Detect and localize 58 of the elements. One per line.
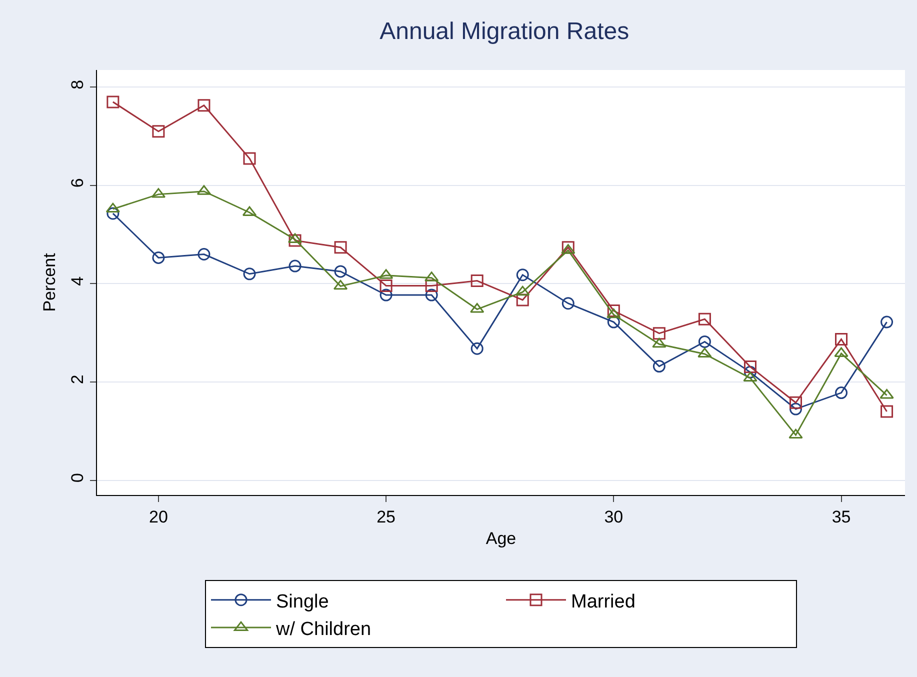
point <box>380 279 392 292</box>
y-tick-label: 4 <box>68 276 88 286</box>
y-tick-label: 8 <box>68 80 88 90</box>
point <box>152 251 165 264</box>
y-tick-label: 2 <box>68 374 88 384</box>
point <box>743 372 758 382</box>
point <box>425 279 438 292</box>
point <box>606 308 621 318</box>
point <box>880 405 894 418</box>
point <box>607 304 620 317</box>
legend-label: Married <box>571 591 636 612</box>
point <box>152 125 165 138</box>
point <box>470 274 484 288</box>
point <box>652 360 666 373</box>
point <box>744 360 756 374</box>
point <box>790 396 802 409</box>
legend-label: Single <box>276 591 329 612</box>
point <box>288 233 302 244</box>
point <box>788 428 803 439</box>
point <box>698 312 711 326</box>
y-axis-title: Percent <box>40 252 59 312</box>
point <box>835 333 848 346</box>
point <box>470 342 484 355</box>
point <box>380 288 392 302</box>
point <box>835 386 848 400</box>
point <box>790 402 802 416</box>
point <box>562 297 574 310</box>
point <box>562 241 574 254</box>
x-tick-label: 35 <box>832 507 851 526</box>
y-tick-label: 0 <box>68 472 88 482</box>
legend-label: w/ Children <box>275 618 372 640</box>
point <box>106 96 120 108</box>
point <box>198 99 210 112</box>
x-axis-title: Age <box>486 528 516 548</box>
point <box>698 335 711 348</box>
point <box>198 248 210 260</box>
point <box>652 327 666 340</box>
point <box>243 268 256 280</box>
point <box>425 288 438 302</box>
y-tick-label: 6 <box>68 178 88 188</box>
chart-title: Annual Migration Rates <box>380 18 630 45</box>
point <box>288 260 302 272</box>
point <box>744 366 756 378</box>
point <box>288 234 302 247</box>
point <box>516 294 529 306</box>
point <box>652 338 666 348</box>
point <box>243 152 256 165</box>
point <box>880 316 894 328</box>
point <box>106 202 120 213</box>
point <box>333 280 348 290</box>
point <box>516 268 529 282</box>
x-tick-label: 30 <box>604 507 624 526</box>
point <box>106 207 120 220</box>
x-tick-label: 20 <box>148 507 168 526</box>
point <box>334 265 347 278</box>
point <box>334 241 347 254</box>
point <box>516 286 530 296</box>
x-tick-label: 25 <box>376 507 396 526</box>
